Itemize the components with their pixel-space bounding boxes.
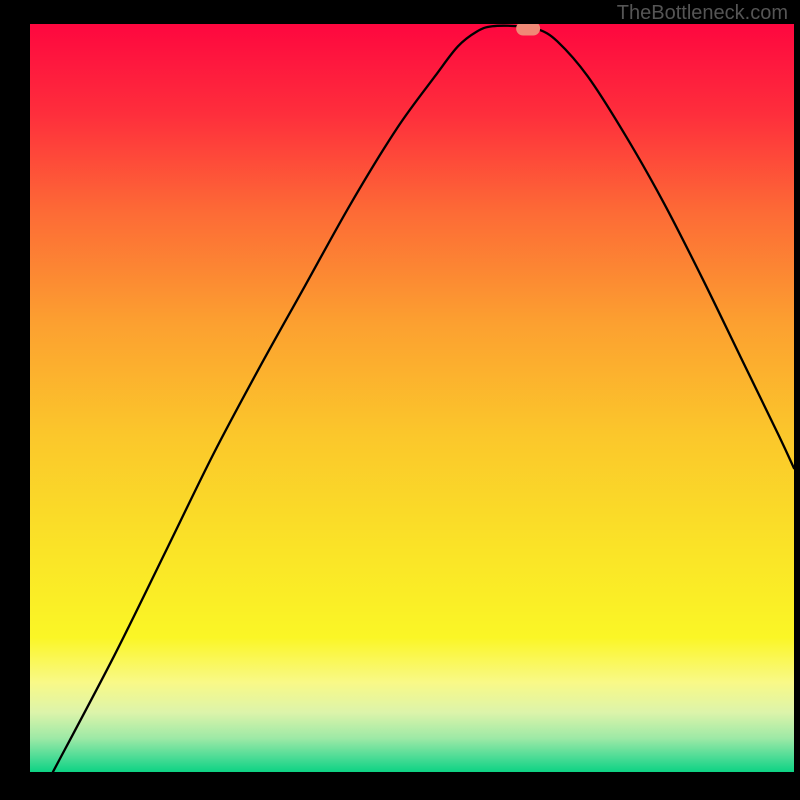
- chart-plot-area: [30, 24, 794, 772]
- optimal-marker: [516, 24, 540, 35]
- chart-background: [30, 24, 794, 772]
- watermark-text: TheBottleneck.com: [617, 2, 788, 25]
- chart-svg: [30, 24, 794, 772]
